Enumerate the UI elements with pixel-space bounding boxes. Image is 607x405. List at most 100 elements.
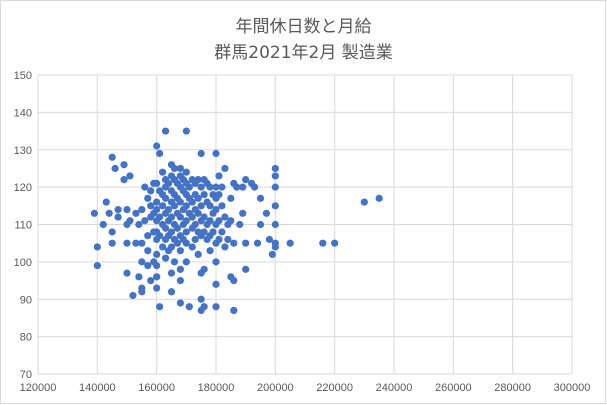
data-point: [153, 198, 161, 206]
data-point: [147, 202, 155, 210]
data-point: [375, 194, 383, 202]
data-point: [156, 149, 164, 158]
data-point: [167, 243, 176, 251]
data-point: [218, 183, 226, 191]
data-point: [144, 262, 152, 270]
data-point: [271, 202, 279, 210]
data-point: [156, 213, 164, 221]
data-point: [206, 217, 214, 225]
data-point: [167, 269, 176, 277]
data-point: [153, 273, 161, 281]
data-point: [271, 183, 279, 191]
data-point: [167, 288, 176, 296]
data-point: [271, 243, 279, 251]
data-point: [164, 205, 173, 214]
data-point: [271, 164, 279, 173]
data-point: [132, 239, 140, 247]
data-point: [200, 213, 208, 221]
y-tick-label: 150: [14, 70, 32, 82]
data-point: [331, 239, 339, 247]
data-point: [268, 250, 276, 258]
data-point: [197, 202, 205, 210]
data-point: [144, 247, 152, 255]
data-point: [221, 243, 229, 251]
data-point: [141, 217, 149, 225]
data-point: [138, 258, 146, 266]
data-point: [138, 288, 146, 296]
data-point: [242, 176, 250, 184]
data-point: [123, 205, 131, 214]
data-point: [126, 172, 134, 180]
data-point: [212, 183, 220, 191]
data-point: [197, 295, 205, 303]
data-point: [209, 228, 217, 236]
data-point: [200, 191, 208, 199]
x-tick-label: 160000: [138, 382, 175, 394]
data-point: [135, 220, 143, 229]
data-point: [191, 235, 199, 244]
data-point: [167, 228, 176, 236]
data-point: [99, 220, 107, 229]
data-point: [114, 213, 122, 221]
data-point: [156, 232, 164, 240]
data-point: [170, 258, 179, 266]
data-point: [147, 187, 155, 195]
data-point: [153, 250, 161, 258]
data-point: [212, 258, 220, 266]
y-tick-label: 130: [14, 145, 32, 157]
data-point: [138, 239, 146, 247]
data-point: [170, 202, 179, 210]
data-point: [253, 239, 262, 247]
data-point: [212, 149, 220, 158]
data-point: [176, 299, 184, 307]
data-point: [286, 239, 294, 247]
data-point: [132, 209, 140, 217]
y-tick-label: 70: [20, 369, 32, 381]
data-point: [176, 276, 184, 285]
data-point: [221, 164, 229, 173]
data-point: [221, 213, 229, 221]
data-point: [215, 191, 223, 199]
data-point: [114, 205, 122, 214]
data-point: [182, 202, 190, 210]
data-point: [182, 168, 190, 176]
data-point: [230, 239, 238, 247]
data-point: [185, 303, 193, 311]
data-point: [224, 235, 232, 244]
x-tick-label: 200000: [257, 382, 294, 394]
data-point: [153, 205, 161, 214]
y-tick-label: 100: [14, 257, 32, 269]
x-tick-label: 140000: [79, 382, 116, 394]
data-point: [256, 220, 265, 229]
data-point: [170, 164, 179, 173]
data-point: [176, 198, 184, 206]
y-tick-label: 140: [14, 107, 32, 119]
chart-title: 年間休日数と月給: [235, 17, 372, 37]
data-point: [108, 239, 116, 247]
data-point: [215, 172, 223, 180]
data-point: [173, 224, 182, 232]
data-point: [153, 284, 161, 292]
data-point: [111, 164, 119, 173]
y-tick-label: 90: [20, 294, 32, 306]
data-point: [156, 303, 164, 311]
data-point: [197, 183, 205, 191]
data-point: [218, 202, 226, 210]
y-tick-label: 110: [14, 220, 32, 232]
data-point: [159, 202, 167, 210]
data-point: [161, 194, 170, 202]
data-point: [135, 273, 143, 281]
data-point: [182, 239, 190, 247]
data-point: [200, 228, 208, 236]
x-tick-label: 120000: [20, 382, 57, 394]
data-point: [138, 205, 146, 214]
x-tick-label: 240000: [376, 382, 413, 394]
data-point: [191, 220, 199, 229]
data-point: [108, 228, 116, 236]
data-point: [206, 183, 214, 191]
data-point: [206, 247, 214, 255]
x-tick-label: 180000: [198, 382, 235, 394]
data-point: [188, 243, 196, 251]
data-point: [215, 217, 223, 225]
